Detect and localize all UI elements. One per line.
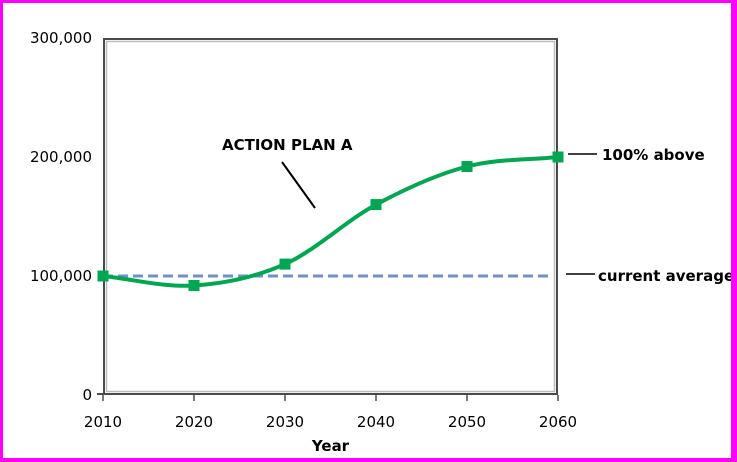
data-point-marker — [279, 258, 291, 270]
plot-border — [103, 38, 558, 395]
x-tick-label: 2020 — [174, 413, 214, 431]
data-point-marker — [188, 280, 200, 292]
x-tick-label: 2050 — [447, 413, 487, 431]
data-point-marker — [97, 270, 109, 282]
x-tick-label: 2060 — [538, 413, 578, 431]
y-tick-label: 200,000 — [29, 148, 92, 166]
data-point-marker — [370, 199, 382, 211]
plot-inner-bevel — [105, 40, 556, 393]
x-tick-label: 2010 — [83, 413, 123, 431]
annotation-100-above: 100% above — [602, 146, 705, 164]
y-tick-label: 0 — [82, 386, 92, 404]
x-tick-label: 2030 — [265, 413, 305, 431]
data-point-marker — [461, 161, 473, 173]
action-plan-leader-line — [281, 161, 316, 209]
series-line — [101, 155, 560, 288]
y-tick-label: 100,000 — [29, 267, 92, 285]
plot-area — [97, 38, 597, 401]
annotation-action-plan: ACTION PLAN A — [222, 136, 353, 154]
annotation-current-average: current average — [598, 267, 735, 285]
x-tick-label: 2040 — [356, 413, 396, 431]
x-axis-title: Year — [311, 437, 350, 455]
y-tick-label: 300,000 — [29, 29, 92, 47]
data-point-marker — [552, 151, 564, 163]
